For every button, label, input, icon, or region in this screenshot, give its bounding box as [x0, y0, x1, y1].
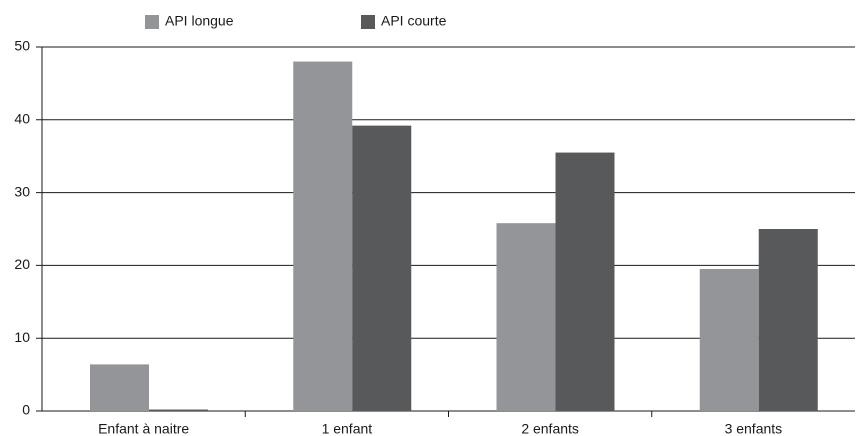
bar: [758, 229, 818, 411]
legend-swatch: [361, 15, 375, 29]
bar: [699, 269, 759, 411]
y-tick-label: 30: [14, 183, 30, 199]
bar: [90, 364, 149, 411]
x-tick-label: 1 enfant: [322, 421, 373, 436]
bar: [352, 125, 412, 412]
x-tick-label: Enfant à naitre: [98, 421, 189, 436]
y-tick-label: 10: [14, 329, 30, 345]
y-tick-label: 40: [14, 111, 30, 127]
legend-label: API courte: [381, 13, 447, 29]
legend-label: API longue: [165, 13, 234, 29]
bar: [149, 409, 208, 411]
y-tick-label: 50: [14, 38, 30, 54]
bar: [293, 61, 353, 412]
y-tick-label: 20: [14, 256, 30, 272]
bar: [555, 152, 615, 411]
x-tick-label: 3 enfants: [725, 421, 783, 436]
x-tick-label: 2 enfants: [521, 421, 579, 436]
legend-swatch: [145, 15, 159, 29]
y-tick-label: 0: [22, 402, 30, 418]
bar: [496, 223, 556, 411]
